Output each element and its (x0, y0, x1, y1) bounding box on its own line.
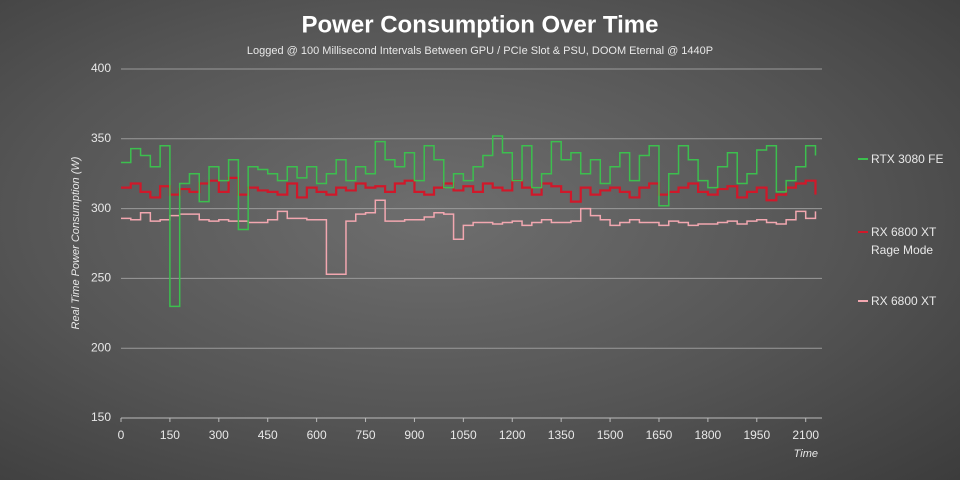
legend-label: RTX 3080 FE (871, 152, 944, 166)
y-tick-label: 250 (91, 271, 111, 285)
x-tick-label: 2100 (792, 428, 819, 442)
x-tick-label: 1050 (450, 428, 477, 442)
x-tick-label: 1650 (646, 428, 673, 442)
x-tick-label: 300 (209, 428, 229, 442)
legend-swatch (858, 158, 868, 160)
x-tick-label: 150 (160, 428, 180, 442)
y-tick-label: 300 (91, 201, 111, 215)
y-tick-label: 200 (91, 340, 111, 354)
series-line (121, 135, 817, 308)
legend-entry: RX 6800 XT (858, 292, 958, 310)
chart-subtitle: Logged @ 100 Millisecond Intervals Betwe… (247, 45, 713, 57)
legend-label: RX 6800 XT Rage Mode (871, 225, 937, 257)
series-line (121, 199, 817, 275)
chart-title: Power Consumption Over Time (302, 11, 659, 38)
x-tick-label: 0 (118, 428, 125, 442)
x-tick-label: 600 (307, 428, 327, 442)
x-tick-label: 1350 (548, 428, 575, 442)
y-tick-label: 350 (91, 131, 111, 145)
legend-swatch (858, 300, 868, 302)
legend-entry: RX 6800 XT Rage Mode (858, 223, 958, 259)
y-tick-label: 150 (91, 410, 111, 424)
legend-label: RX 6800 XT (871, 294, 937, 308)
x-tick-label: 1500 (597, 428, 624, 442)
x-tick-label: 900 (404, 428, 424, 442)
x-tick-label: 1950 (743, 428, 770, 442)
x-tick-label: 1800 (695, 428, 722, 442)
legend-entry: RTX 3080 FE (858, 150, 958, 168)
x-tick-label: 750 (356, 428, 376, 442)
x-axis-label: Time (794, 448, 818, 460)
x-tick-label: 1200 (499, 428, 526, 442)
x-tick-label: 450 (258, 428, 278, 442)
y-axis-label: Real Time Power Consumption (W) (70, 156, 82, 329)
legend-swatch (858, 231, 868, 233)
y-tick-label: 400 (91, 61, 111, 75)
series-line (121, 176, 817, 203)
